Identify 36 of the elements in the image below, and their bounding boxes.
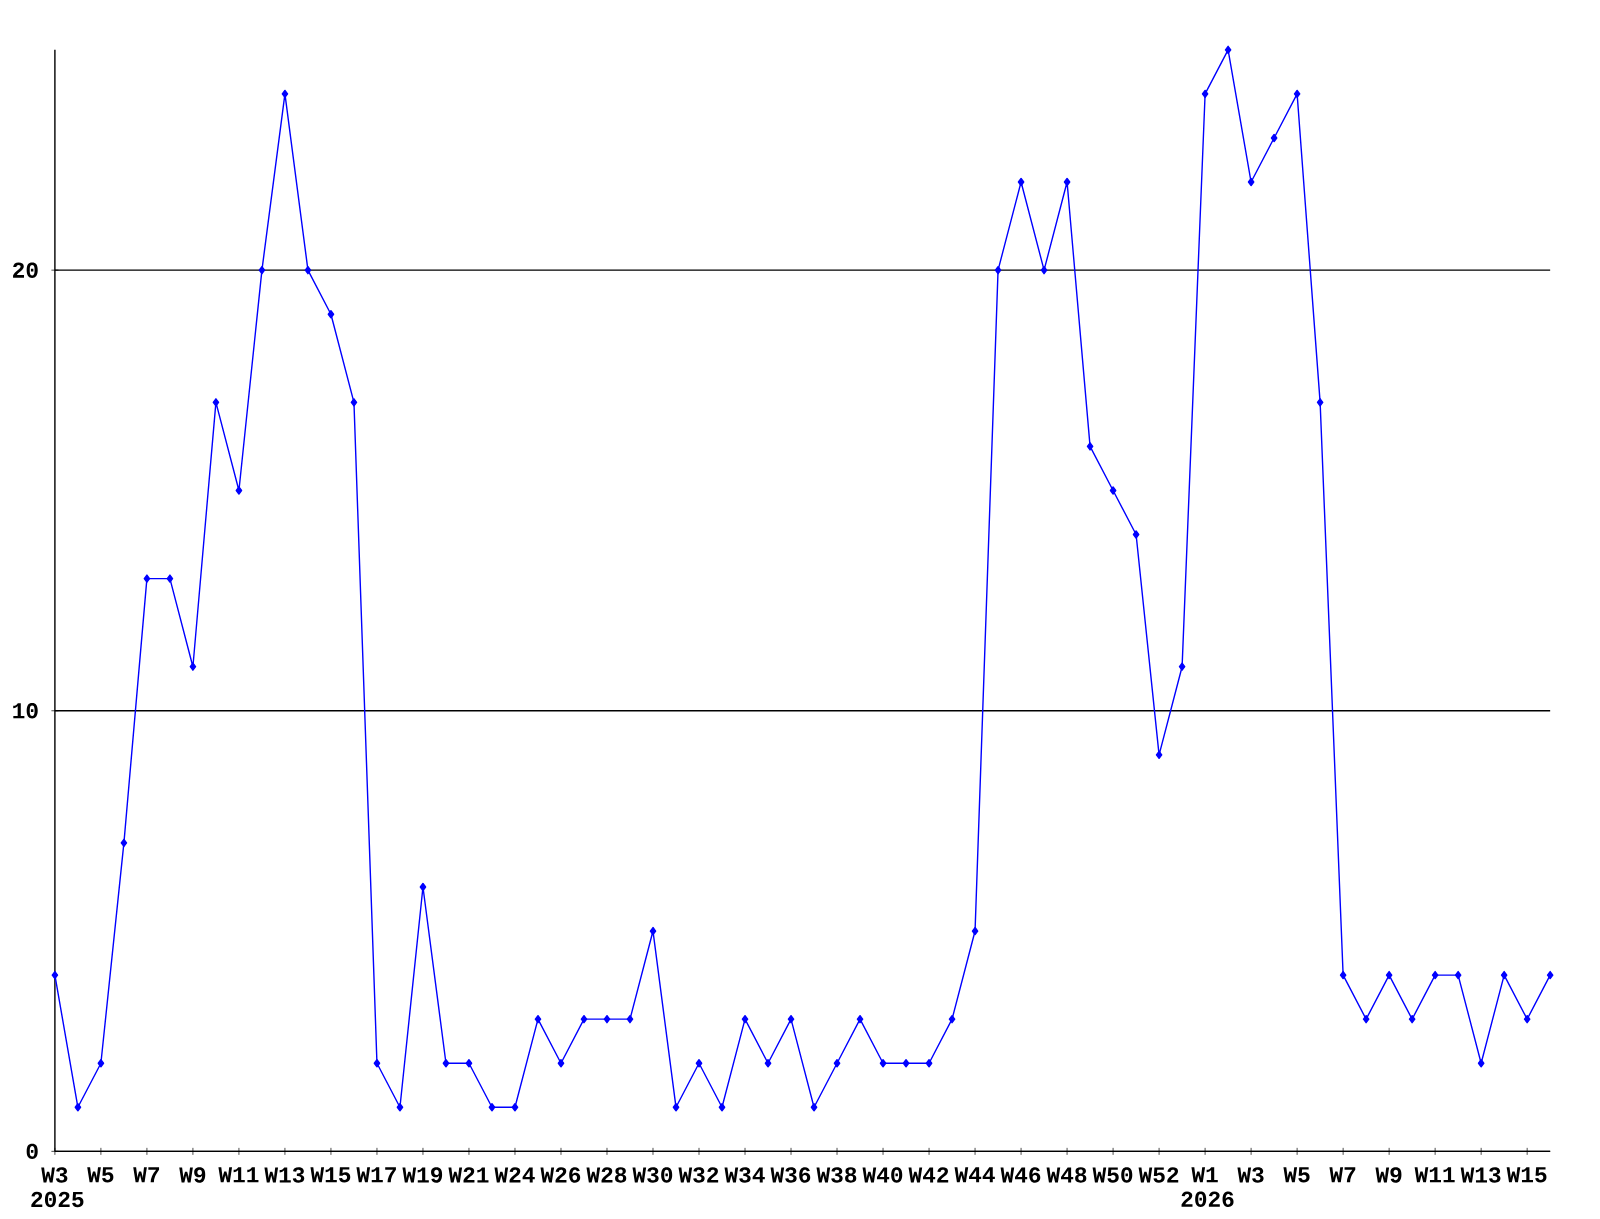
x-tick-label: W7 — [133, 1167, 160, 1183]
x-tick-label: W40 — [862, 1167, 903, 1183]
x-tick-label: W1 2026 — [1181, 1167, 1234, 1208]
x-tick-label: W15 — [1506, 1167, 1547, 1183]
x-tick-label: W5 — [1283, 1167, 1310, 1183]
x-tick-label: W3 2025 — [31, 1167, 84, 1208]
y-tick-label: 10 — [13, 703, 38, 719]
x-tick-label: W5 — [87, 1167, 114, 1183]
x-tick-label: W17 — [356, 1167, 396, 1183]
x-tick-label: W24 — [494, 1167, 535, 1183]
x-tick-label: W50 — [1092, 1167, 1133, 1183]
x-tick-label: W28 — [586, 1167, 627, 1183]
x-tick-label: W9 — [1375, 1167, 1402, 1183]
x-tick-label: W26 — [540, 1167, 581, 1183]
y-tick-label: 20 — [13, 262, 38, 278]
x-tick-label: W15 — [310, 1167, 351, 1183]
x-tick-label: W9 — [179, 1167, 206, 1183]
x-tick-label: W11 — [1414, 1167, 1455, 1183]
x-tick-label: W13 — [1460, 1167, 1501, 1183]
x-tick-label: W13 — [264, 1167, 305, 1183]
x-tick-label: W19 — [402, 1167, 443, 1183]
x-tick-label: W44 — [954, 1167, 995, 1183]
x-tick-label: W38 — [816, 1167, 857, 1183]
x-tick-label: W32 — [678, 1167, 719, 1183]
x-tick-label: W34 — [724, 1167, 765, 1183]
x-tick-label: W42 — [908, 1167, 949, 1183]
x-tick-label: W52 — [1138, 1167, 1179, 1183]
x-tick-label: W48 — [1046, 1167, 1087, 1183]
y-tick-label: 0 — [26, 1143, 38, 1160]
x-tick-label: W36 — [770, 1167, 811, 1183]
x-tick-label: W21 — [448, 1167, 489, 1183]
x-tick-label: W7 — [1329, 1167, 1356, 1183]
x-tick-label: W30 — [632, 1167, 673, 1183]
x-tick-label: W46 — [1000, 1167, 1041, 1183]
x-tick-label: W3 — [1237, 1167, 1264, 1183]
x-tick-label: W11 — [218, 1167, 259, 1183]
